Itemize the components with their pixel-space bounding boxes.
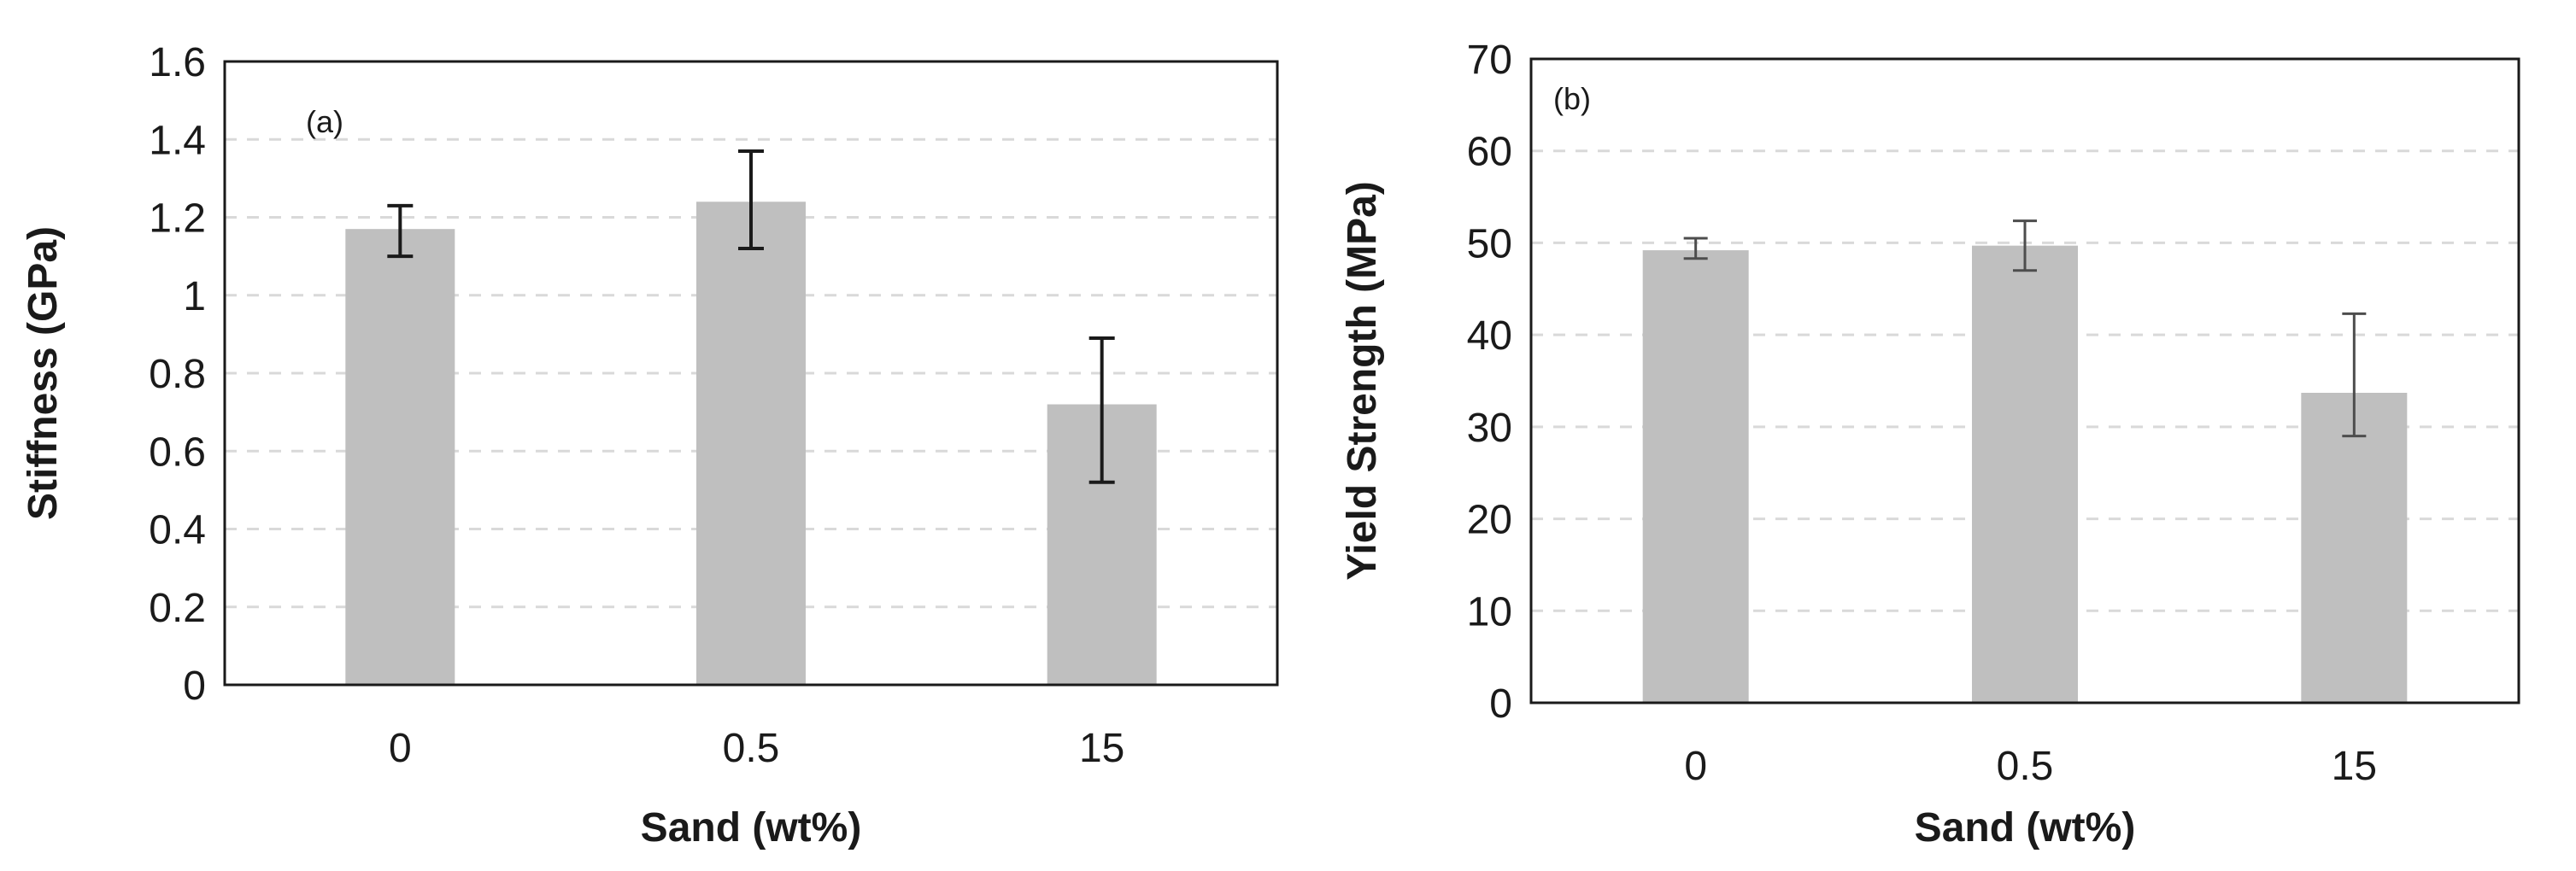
bar-0.5	[696, 202, 806, 685]
chart-panel-a: 0 0.2 0.4 0.6 0.8 1 1.2 1.4 1.6 0 0.5 15 (a) Sand (wt…	[21, 40, 1279, 851]
x-tick-label: 15	[2332, 744, 2377, 789]
plot-frame	[1529, 57, 2520, 704]
y-axis-title: Stiffness (GPa)	[21, 226, 66, 520]
x-tick-label: 0.5	[723, 726, 780, 771]
y-tick-label: 0	[183, 663, 206, 709]
error-bar-0	[1683, 237, 1708, 260]
y-tick-label: 60	[1467, 130, 1512, 175]
y-tick-label: 10	[1467, 589, 1512, 634]
plot-frame	[223, 60, 1279, 687]
y-tick-label: 0.4	[149, 508, 206, 553]
y-tick-label: 1.6	[149, 40, 206, 85]
y-axis-title: Yield Strength (MPa)	[1340, 181, 1385, 581]
error-bar-0	[387, 203, 414, 259]
y-tick-label: 0.8	[149, 352, 206, 397]
panel-label: (b)	[1553, 81, 1591, 116]
bar-0.5	[1972, 245, 2078, 703]
error-bar-15	[2342, 312, 2367, 438]
y-tick-label: 50	[1467, 221, 1512, 266]
y-tick-label: 1	[183, 274, 206, 319]
x-tick-label: 15	[1079, 726, 1124, 771]
panel-label: (a)	[306, 104, 343, 139]
x-axis-title: Sand (wt%)	[641, 805, 862, 851]
y-tick-label: 0	[1489, 681, 1512, 727]
y-tick-label: 20	[1467, 498, 1512, 543]
chart-panel-b: 0 10 20 30 40 50 60 70 0 0.5 15 (b) Sand (wt%) Yield …	[1340, 38, 2520, 851]
error-bar-0.5	[738, 149, 764, 250]
y-tick-label: 30	[1467, 406, 1512, 451]
x-tick-label: 0	[1684, 744, 1707, 789]
y-tick-label: 70	[1467, 38, 1512, 83]
bar-0	[1642, 250, 1749, 703]
y-tick-label: 1.4	[149, 118, 206, 163]
bar-0	[345, 229, 455, 685]
y-tick-label: 0.6	[149, 430, 206, 475]
bar-15	[2301, 393, 2408, 703]
y-tick-label: 40	[1467, 313, 1512, 359]
error-bar-0.5	[2013, 219, 2037, 272]
x-axis-title: Sand (wt%)	[1915, 805, 2136, 851]
x-tick-label: 0	[389, 726, 412, 771]
x-tick-label: 0.5	[1997, 744, 2054, 789]
error-bar-15	[1088, 336, 1115, 484]
y-tick-label: 0.2	[149, 586, 206, 631]
y-tick-label: 1.2	[149, 196, 206, 242]
